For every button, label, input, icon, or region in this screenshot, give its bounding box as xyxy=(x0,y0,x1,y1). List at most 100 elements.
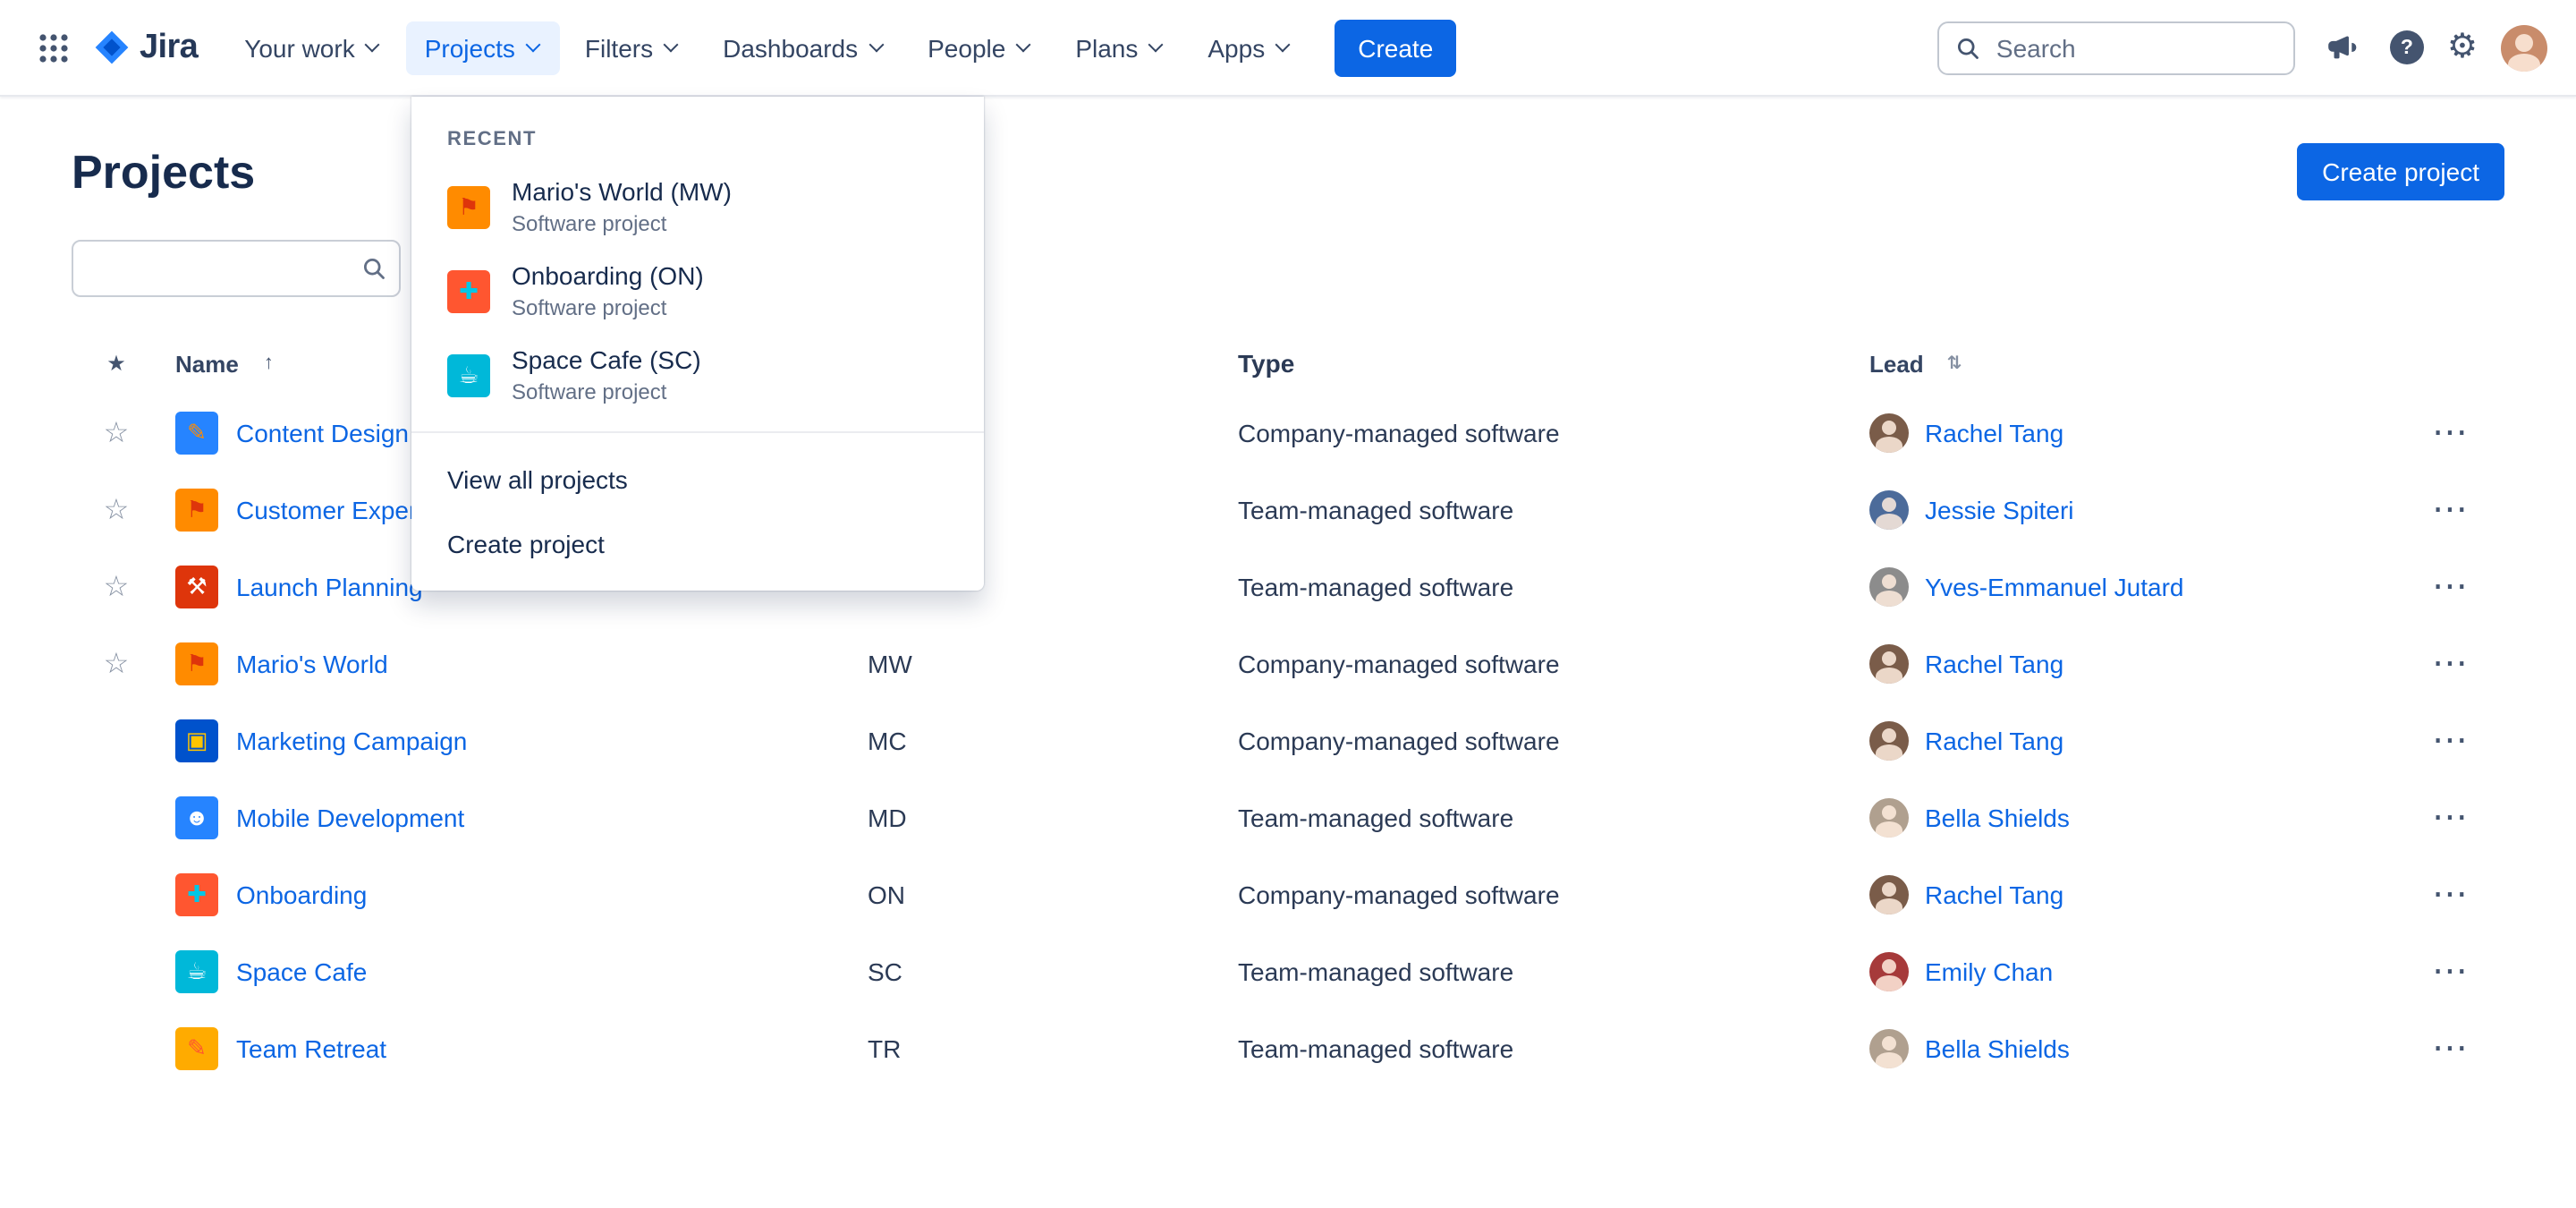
projects-table: ★ Name ↑ Key Type Lead ⇅ ☆ ✎ Content Des xyxy=(72,333,2504,1086)
project-type: Team-managed software xyxy=(1238,803,1514,831)
more-actions-button[interactable]: ⋯ xyxy=(2432,566,2470,606)
project-name-link[interactable]: Mario's World xyxy=(236,649,388,677)
project-type: Company-managed software xyxy=(1238,880,1560,908)
more-actions-button[interactable]: ⋯ xyxy=(2432,951,2470,991)
lead-link[interactable]: Bella Shields xyxy=(1925,1034,2070,1062)
header-lead[interactable]: Lead ⇅ xyxy=(1869,350,1962,377)
profile-avatar[interactable] xyxy=(2501,24,2547,71)
jira-diamond-icon xyxy=(93,29,131,66)
table-row: ▣ Marketing Campaign MC Company-managed … xyxy=(72,702,2504,778)
chevron-down-icon xyxy=(1148,39,1165,55)
star-icon[interactable]: ☆ xyxy=(103,649,130,679)
project-type: Company-managed software xyxy=(1238,418,1560,447)
project-name-link[interactable]: Mobile Development xyxy=(236,803,465,831)
nav-filters[interactable]: Filters xyxy=(567,21,698,74)
navbar-search-input[interactable] xyxy=(1992,31,2277,64)
header-name[interactable]: Name ↑ xyxy=(175,350,274,377)
lead-link[interactable]: Bella Shields xyxy=(1925,803,2070,831)
nav-dashboards[interactable]: Dashboards xyxy=(705,21,902,74)
lead-link[interactable]: Rachel Tang xyxy=(1925,418,2064,447)
star-column-icon: ★ xyxy=(106,351,126,376)
nav-apps[interactable]: Apps xyxy=(1190,21,1309,74)
view-all-projects-link[interactable]: View all projects xyxy=(447,465,628,494)
project-search-input[interactable] xyxy=(72,240,401,297)
help-icon[interactable]: ? xyxy=(2389,30,2424,64)
dropdown-project-subtitle: Software project xyxy=(512,379,667,404)
lead-avatar xyxy=(1869,566,1909,606)
more-actions-button[interactable]: ⋯ xyxy=(2432,874,2470,914)
lead-link[interactable]: Jessie Spiteri xyxy=(1925,495,2074,523)
settings-gear-icon[interactable]: ⚙ xyxy=(2446,29,2478,66)
sort-icon: ⇅ xyxy=(1946,353,1962,373)
more-actions-button[interactable]: ⋯ xyxy=(2432,489,2470,529)
project-name-link[interactable]: Marketing Campaign xyxy=(236,726,468,754)
chevron-down-icon xyxy=(366,39,382,55)
project-icon: ☻ xyxy=(175,795,218,838)
project-type: Team-managed software xyxy=(1238,957,1514,985)
nav-your-work[interactable]: Your work xyxy=(226,21,400,74)
project-name-link[interactable]: Launch Planning xyxy=(236,572,423,600)
project-type: Company-managed software xyxy=(1238,726,1560,754)
project-type: Team-managed software xyxy=(1238,495,1514,523)
project-name-link[interactable]: Team Retreat xyxy=(236,1034,387,1062)
star-icon[interactable]: ☆ xyxy=(103,572,130,602)
more-actions-button[interactable]: ⋯ xyxy=(2432,1028,2470,1068)
more-actions-button[interactable]: ⋯ xyxy=(2432,720,2470,760)
table-row: ☆ ⚒ Launch Planning Team-managed softwar… xyxy=(72,548,2504,625)
table-row: ☻ Mobile Development MD Team-managed sof… xyxy=(72,778,2504,855)
project-icon: ☕ xyxy=(447,353,490,396)
project-key: SC xyxy=(868,957,902,985)
dropdown-item-project[interactable]: ⚑ Mario's World (MW) Software project xyxy=(411,165,984,249)
create-project-button[interactable]: Create project xyxy=(2297,143,2504,200)
nav-people[interactable]: People xyxy=(910,21,1050,74)
star-icon[interactable]: ☆ xyxy=(103,418,130,448)
project-name-link[interactable]: Onboarding xyxy=(236,880,368,908)
lead-avatar xyxy=(1869,720,1909,760)
top-navbar: Jira Your work Projects Filters Dashboar… xyxy=(0,0,2576,97)
lead-link[interactable]: Yves-Emmanuel Jutard xyxy=(1925,572,2184,600)
project-icon: ✚ xyxy=(175,872,218,915)
nav-projects[interactable]: Projects xyxy=(406,21,560,74)
lead-avatar xyxy=(1869,1028,1909,1068)
chevron-down-icon xyxy=(1016,39,1032,55)
project-icon: ⚑ xyxy=(175,488,218,531)
jira-logo[interactable]: Jira xyxy=(93,28,199,67)
lead-avatar xyxy=(1869,874,1909,914)
chevron-down-icon xyxy=(1275,39,1292,55)
project-icon: ⚑ xyxy=(175,642,218,685)
lead-link[interactable]: Rachel Tang xyxy=(1925,726,2064,754)
more-actions-button[interactable]: ⋯ xyxy=(2432,643,2470,683)
projects-page: Projects Create project ★ Name ↑ Key Typ… xyxy=(0,143,2576,1086)
project-icon: ▣ xyxy=(175,719,218,761)
star-icon[interactable]: ☆ xyxy=(103,495,130,525)
create-project-link[interactable]: Create project xyxy=(447,530,605,558)
lead-link[interactable]: Rachel Tang xyxy=(1925,880,2064,908)
more-actions-button[interactable]: ⋯ xyxy=(2432,797,2470,837)
primary-nav: Your work Projects Filters Dashboards Pe… xyxy=(226,21,1317,74)
dropdown-item-project[interactable]: ✚ Onboarding (ON) Software project xyxy=(411,249,984,333)
dropdown-item-project[interactable]: ☕ Space Cafe (SC) Software project xyxy=(411,333,984,417)
dropdown-project-title: Onboarding (ON) xyxy=(512,261,704,290)
project-type: Company-managed software xyxy=(1238,649,1560,677)
search-icon xyxy=(1955,35,1980,60)
nav-plans[interactable]: Plans xyxy=(1057,21,1182,74)
project-name-link[interactable]: Space Cafe xyxy=(236,957,368,985)
create-button[interactable]: Create xyxy=(1335,19,1457,76)
project-type: Team-managed software xyxy=(1238,572,1514,600)
navbar-search xyxy=(1936,21,2295,74)
chevron-down-icon xyxy=(664,39,680,55)
project-key: MD xyxy=(868,803,907,831)
app-switcher-icon[interactable] xyxy=(29,22,79,72)
more-actions-button[interactable]: ⋯ xyxy=(2432,413,2470,452)
lead-avatar xyxy=(1869,643,1909,683)
table-row: ☕ Space Cafe SC Team-managed software Em… xyxy=(72,932,2504,1009)
page-title: Projects xyxy=(72,144,256,198)
project-name-link[interactable]: Content Design xyxy=(236,418,410,447)
lead-link[interactable]: Rachel Tang xyxy=(1925,649,2064,677)
sort-asc-icon: ↑ xyxy=(263,353,274,374)
announcement-icon[interactable] xyxy=(2318,23,2367,72)
project-icon: ⚒ xyxy=(175,565,218,608)
app-name: Jira xyxy=(140,28,199,65)
lead-link[interactable]: Emily Chan xyxy=(1925,957,2054,985)
project-icon: ✎ xyxy=(175,1026,218,1069)
